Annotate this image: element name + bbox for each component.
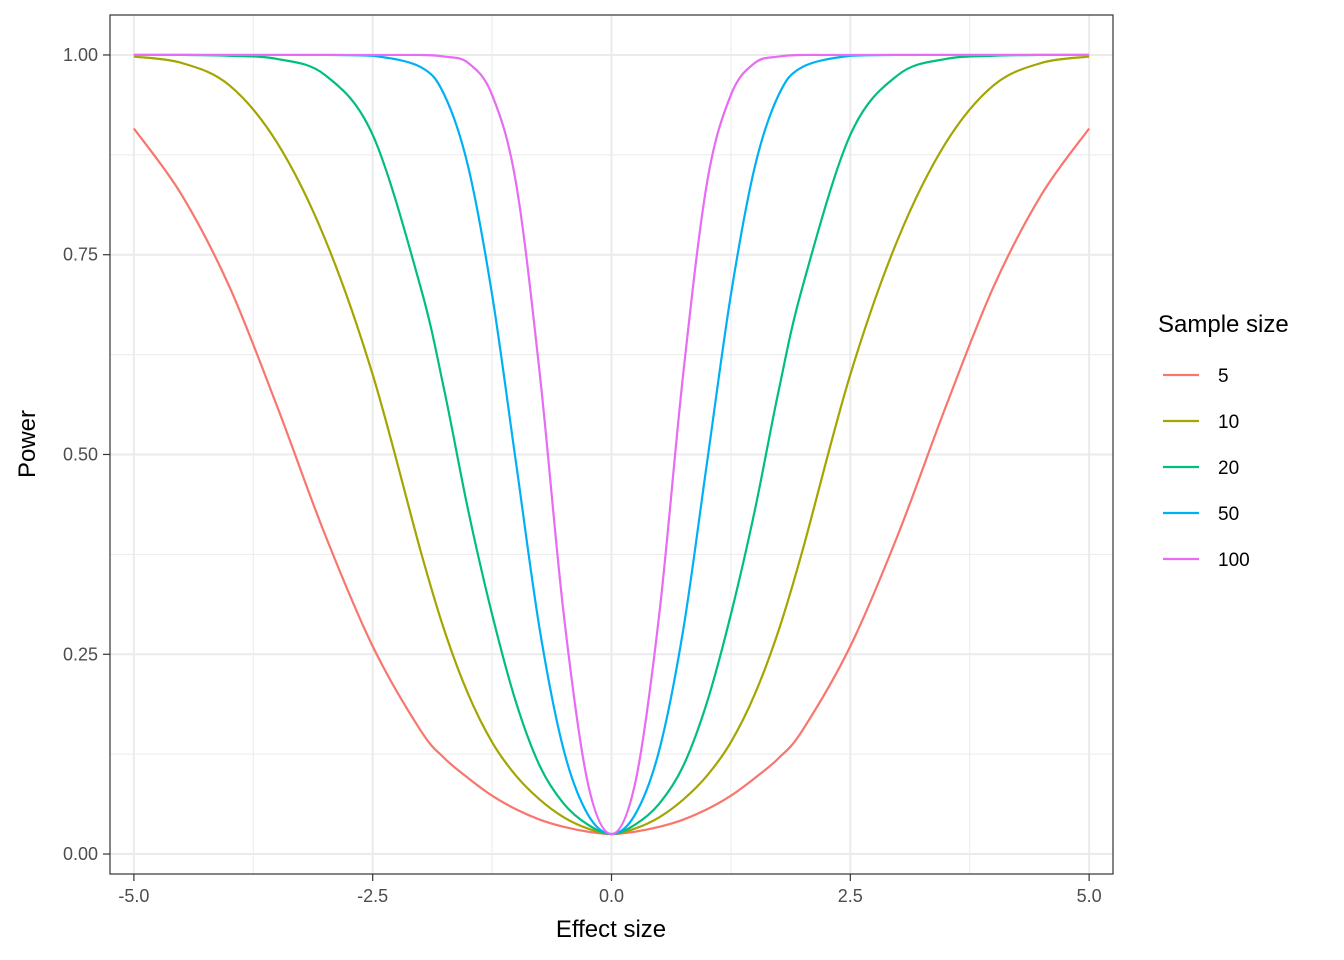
y-axis-title: Power: [14, 410, 41, 478]
legend-label-10: 10: [1218, 412, 1239, 433]
legend-title: Sample size: [1158, 311, 1289, 338]
x-axis-title: Effect size: [556, 916, 666, 943]
x-tick-label: 0.0: [599, 886, 624, 906]
x-tick-label: 2.5: [838, 886, 863, 906]
y-axis: 0.00 0.25 0.50 0.75 1.00: [63, 45, 110, 864]
y-tick-label: 0.00: [63, 844, 98, 864]
legend-label-20: 20: [1218, 458, 1239, 479]
legend-label-100: 100: [1218, 550, 1250, 571]
legend-label-50: 50: [1218, 504, 1239, 525]
legend-items: 5 10 20 50 100: [1163, 366, 1250, 571]
x-axis: -5.0 -2.5 0.0 2.5 5.0: [118, 874, 1102, 906]
legend: Sample size 5 10 20 50 100: [1158, 311, 1289, 571]
x-tick-label: -2.5: [357, 886, 388, 906]
y-tick-label: 1.00: [63, 45, 98, 65]
x-tick-label: 5.0: [1077, 886, 1102, 906]
y-tick-label: 0.75: [63, 245, 98, 265]
x-tick-label: -5.0: [118, 886, 149, 906]
y-tick-label: 0.50: [63, 444, 98, 464]
y-tick-label: 0.25: [63, 644, 98, 664]
series-lines: [132, 53, 1091, 836]
series-line-100: [133, 53, 1090, 836]
legend-label-5: 5: [1218, 366, 1229, 387]
